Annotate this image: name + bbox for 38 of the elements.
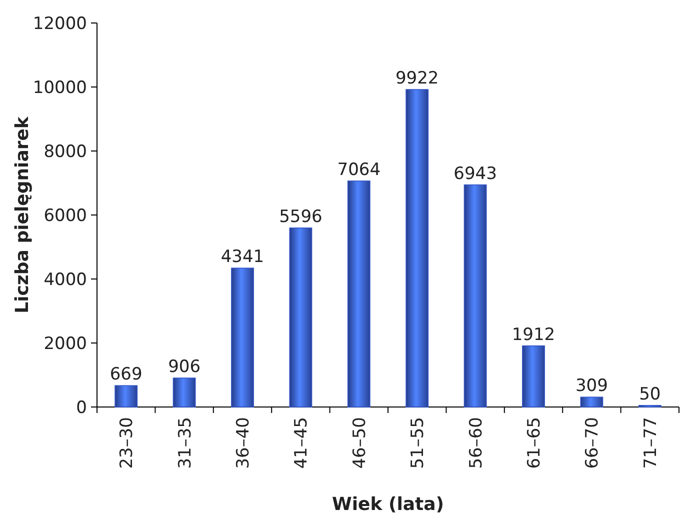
- bar: [347, 180, 370, 408]
- bar: [464, 184, 487, 408]
- data-label: 50: [639, 384, 661, 404]
- data-label: 4341: [220, 247, 264, 268]
- data-label: 7064: [337, 160, 381, 180]
- data-label: 9922: [395, 68, 439, 88]
- bar: [231, 268, 254, 408]
- bar: [580, 396, 604, 408]
- x-tick-label: 41–45: [292, 417, 312, 469]
- data-label: 669: [110, 364, 142, 385]
- data-label: 6943: [454, 164, 497, 184]
- bar: [522, 345, 545, 408]
- x-tick-label: 23–30: [117, 417, 138, 469]
- y-tick-label: 4000: [44, 270, 87, 290]
- y-tick-label: 0: [76, 398, 87, 418]
- bar: [172, 378, 196, 408]
- data-label: 309: [575, 376, 608, 396]
- x-tick-label: 66–70: [582, 417, 603, 469]
- data-label: 906: [168, 357, 201, 378]
- bar: [114, 385, 138, 408]
- x-tick-label: 61–65: [524, 417, 544, 469]
- x-tick-label: 51–55: [408, 417, 428, 469]
- y-tick-label: 12000: [32, 14, 87, 34]
- y-tick-label: 8000: [44, 142, 87, 162]
- x-tick-label: 46–50: [350, 417, 370, 469]
- x-tick-label: 36–40: [233, 417, 254, 469]
- data-label: 1912: [512, 324, 556, 345]
- y-tick-label: 10000: [32, 78, 87, 98]
- bar: [406, 89, 429, 408]
- y-axis-title: Liczba pielęgniarek: [12, 116, 33, 314]
- y-tick-label: 6000: [44, 206, 87, 226]
- data-label: 5596: [279, 206, 322, 227]
- x-tick-label: 31–35: [175, 417, 196, 469]
- y-tick-label: 2000: [44, 334, 87, 354]
- bar: [289, 228, 312, 408]
- x-tick-label: 56–60: [466, 417, 486, 469]
- x-axis-title: Wiek (lata): [332, 494, 444, 515]
- x-tick-label: 71–77: [640, 417, 661, 469]
